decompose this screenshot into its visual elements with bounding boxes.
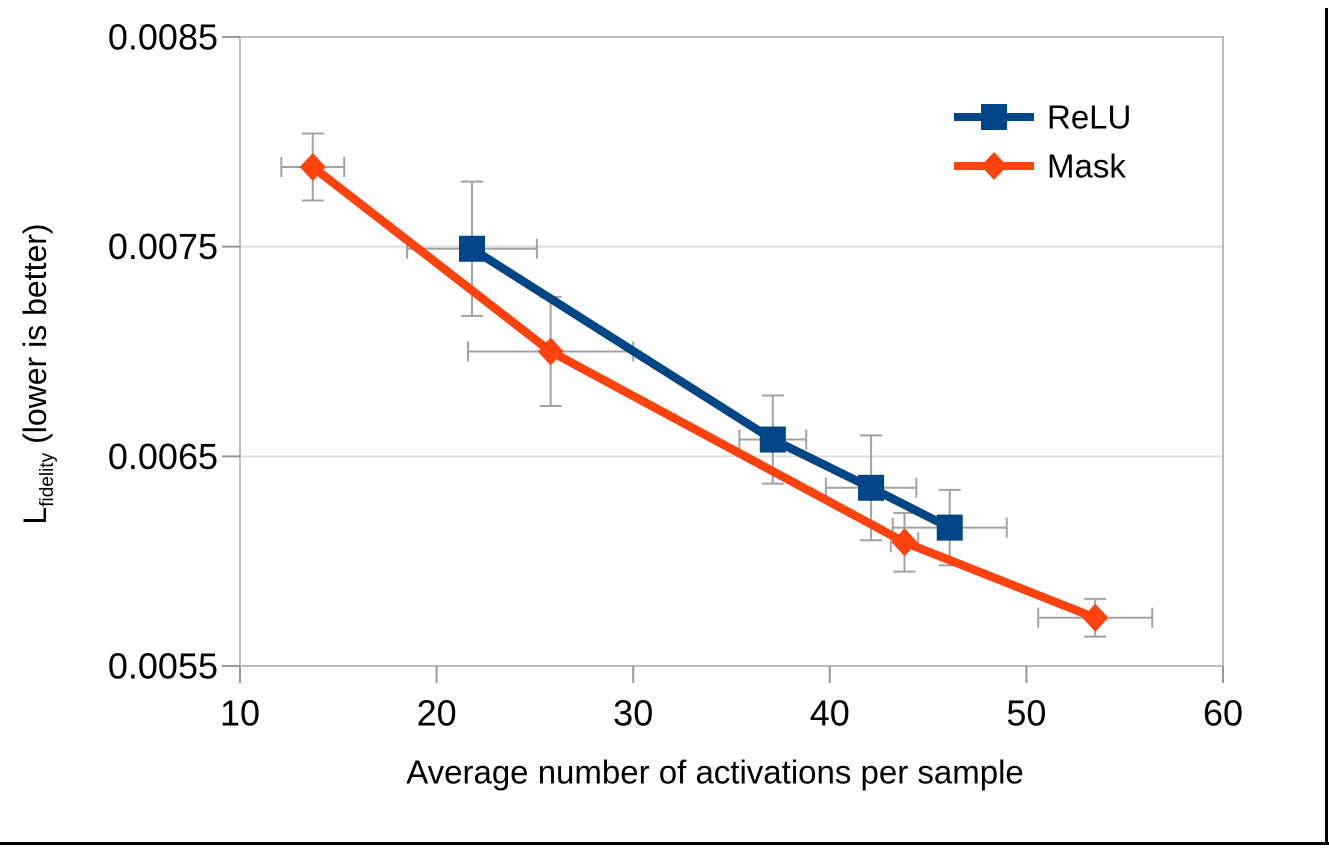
- axis-ticks-and-labels: 10 20 30 40 50 60 0.0055 0.0065 0.0075 0.0085: [108, 17, 1243, 734]
- mask-diamond-marker: [1082, 603, 1109, 632]
- x-tick-label: 30: [613, 693, 653, 734]
- relu-square-marker: [759, 426, 786, 453]
- error-bars: [280, 132, 1154, 638]
- legend: ReLU Mask: [954, 99, 1131, 185]
- y-tick-label: 0.0065: [108, 436, 218, 477]
- plot-border: [239, 36, 1224, 667]
- x-tick-label: 40: [810, 693, 850, 734]
- x-tick-label: 50: [1006, 693, 1046, 734]
- legend-item-relu: ReLU: [954, 99, 1131, 136]
- series-lines-and-markers: [299, 152, 1109, 632]
- y-axis-title-main: L: [17, 507, 53, 525]
- y-axis-title-subscript: fidelity: [37, 452, 58, 506]
- x-tick-label: 20: [417, 693, 457, 734]
- frame-border-bottom: [0, 842, 1329, 845]
- relu-legend-square-marker: [981, 104, 1007, 130]
- mask-diamond-marker: [891, 528, 918, 557]
- mask-series-line: [310, 163, 1097, 622]
- x-tick-label: 10: [220, 693, 260, 734]
- mask-diamond-marker: [299, 152, 326, 181]
- mask-diamond-marker: [537, 337, 564, 366]
- relu-square-marker: [936, 514, 963, 541]
- legend-label-relu: ReLU: [1047, 99, 1131, 136]
- relu-square-marker: [458, 235, 485, 262]
- relu-series-line: [469, 245, 952, 532]
- gridlines: [239, 36, 1224, 667]
- relu-square-marker: [858, 474, 885, 501]
- x-tick-label: 60: [1203, 693, 1243, 734]
- y-tick-label: 0.0075: [108, 226, 218, 267]
- y-axis-title: Lfidelity (lower is better): [17, 223, 58, 524]
- mask-legend-diamond-marker: [981, 152, 1007, 180]
- legend-label-mask: Mask: [1047, 148, 1126, 185]
- x-axis-title: Average number of activations per sample: [406, 754, 1024, 791]
- y-tick-label: 0.0055: [108, 646, 218, 687]
- legend-item-mask: Mask: [954, 148, 1126, 185]
- frame-border-right: [1325, 8, 1328, 845]
- y-axis-title-rest: (lower is better): [17, 223, 53, 444]
- y-tick-label: 0.0085: [108, 17, 218, 58]
